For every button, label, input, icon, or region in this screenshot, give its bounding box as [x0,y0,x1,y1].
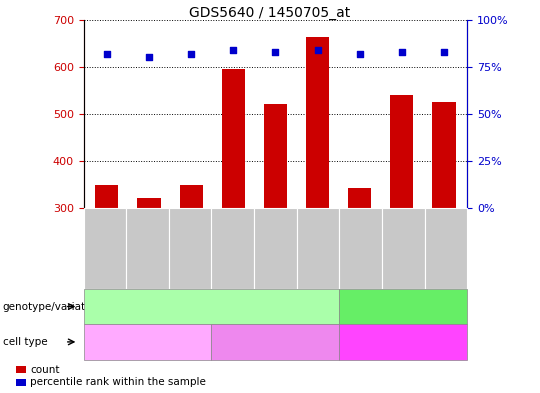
Text: GSM1359555: GSM1359555 [228,220,237,277]
Point [229,47,238,53]
Bar [382,208,424,289]
Bar [169,208,212,289]
Bar [424,208,467,289]
Bar [212,324,339,360]
Bar [390,95,414,208]
Text: percentile rank within the sample: percentile rank within the sample [30,377,206,387]
Point [355,50,364,57]
Bar [16,379,26,386]
Text: count: count [30,365,60,375]
Bar [126,208,169,289]
Bar [296,208,339,289]
Bar [339,289,467,324]
Text: GSM1359549: GSM1359549 [100,220,110,277]
Text: GSM1359554: GSM1359554 [441,220,450,277]
Text: GSM1359551: GSM1359551 [186,220,195,277]
Text: GSM1359552: GSM1359552 [356,220,365,277]
Bar [16,366,26,373]
Point [145,54,153,61]
Text: GSM1359550: GSM1359550 [143,220,152,277]
Bar [339,208,382,289]
Bar [95,185,118,208]
Bar [212,208,254,289]
Bar [84,289,339,324]
Text: wild type: wild type [188,301,235,312]
Text: pro-B cell: pro-B cell [251,337,300,347]
Bar [264,104,287,208]
Bar [84,208,126,289]
Bar [222,69,245,208]
Text: GDS5640 / 1450705_at: GDS5640 / 1450705_at [190,6,350,20]
Bar [254,208,296,289]
Bar [348,189,372,208]
Bar [84,324,212,360]
Text: GSM1359557: GSM1359557 [314,220,322,277]
Point [397,49,406,55]
Point [313,47,322,53]
Bar [339,324,467,360]
Text: leukemic B-cell: leukemic B-cell [363,337,443,347]
Text: cell type: cell type [3,337,48,347]
Text: p53/Prkdc
double-knockout: p53/Prkdc double-knockout [360,296,447,317]
Bar [137,198,160,208]
Bar [306,37,329,208]
Point [271,49,280,55]
Bar [179,185,202,208]
Text: genotype/variation: genotype/variation [3,301,102,312]
Text: GSM1359556: GSM1359556 [271,220,280,277]
Text: pre-B cell: pre-B cell [123,337,172,347]
Text: GSM1359553: GSM1359553 [399,220,408,277]
Point [103,50,111,57]
Point [440,49,448,55]
Bar [433,102,456,208]
Point [187,50,195,57]
